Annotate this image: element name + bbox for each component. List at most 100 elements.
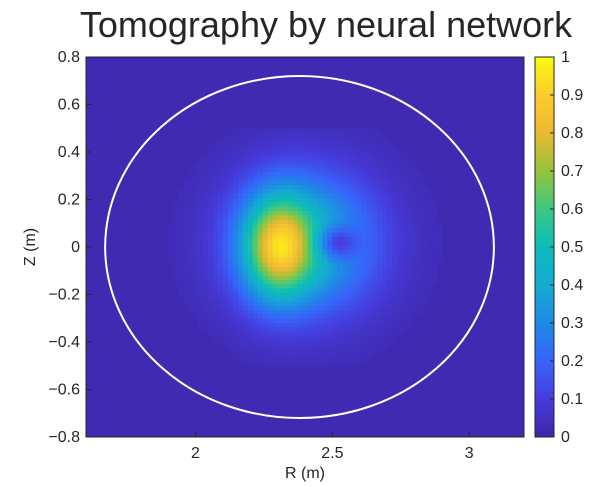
heatmap-cell [197,262,204,268]
heatmap-cell [227,218,234,224]
heatmap-cell [212,227,219,233]
heatmap-cell [212,326,219,332]
heatmap-cell [342,145,348,151]
heatmap-cell [317,249,324,255]
heatmap-cell [252,352,259,358]
heatmap-cell [421,236,428,242]
heatmap-cell [292,193,299,198]
heatmap-cell [382,262,388,268]
heatmap-cell [193,223,199,229]
heatmap-cell [392,236,398,242]
heatmap-cell [307,288,314,293]
heatmap-cell [202,283,209,289]
heatmap-cell [222,292,229,298]
heatmap-cell [347,326,353,332]
heatmap-cell [247,283,254,289]
heatmap-cell [416,283,423,289]
heatmap-cell [227,158,234,164]
heatmap-cell [397,296,403,302]
heatmap-cell [297,205,304,211]
heatmap-cell [327,326,333,332]
heatmap-cell [337,149,343,155]
heatmap-cell [242,344,249,350]
heatmap-cell [362,300,368,306]
heatmap-cell [183,262,189,268]
heatmap-cell [282,145,289,151]
heatmap-cell [342,249,348,255]
heatmap-cell [302,167,309,173]
heatmap-cell [272,283,279,289]
heatmap-cell [312,344,319,350]
heatmap-cell [377,305,383,311]
heatmap-cell [317,132,324,138]
heatmap-cell [307,210,314,216]
heatmap-cell [327,184,333,190]
heatmap-cell [168,244,174,250]
heatmap-cell [287,145,294,151]
heatmap-cell [402,326,408,332]
heatmap-cell [262,175,269,181]
heatmap-cell [197,296,204,302]
heatmap-cell [217,288,224,293]
heatmap-cell [347,154,353,160]
heatmap-cell [197,167,204,173]
heatmap-cell [372,292,378,298]
heatmap-cell [352,193,358,198]
heatmap-cell [217,175,224,181]
heatmap-cell [267,292,274,298]
heatmap-cell [227,154,234,160]
heatmap-cell [382,240,388,246]
heatmap-cell [237,136,244,142]
heatmap-cell [257,197,264,203]
heatmap-cell [327,331,333,337]
heatmap-cell [342,335,348,341]
heatmap-cell [352,244,358,250]
heatmap-cell [282,266,289,272]
heatmap-cell [212,197,219,203]
heatmap-cell [312,162,319,168]
heatmap-cell [322,292,328,298]
heatmap-cell [262,214,269,220]
heatmap-cell [332,309,338,315]
heatmap-cell [342,214,348,220]
heatmap-cell [232,231,239,237]
heatmap-cell [302,279,309,285]
heatmap-cell [332,218,338,224]
heatmap-cell [237,171,244,177]
heatmap-cell [193,193,199,198]
heatmap-cell [197,227,204,233]
heatmap-cell [247,158,254,164]
heatmap-cell [367,339,373,345]
heatmap-cell [197,205,204,211]
heatmap-cell [297,201,304,207]
heatmap-cell [262,193,269,198]
heatmap-cell [347,145,353,151]
heatmap-cell [207,218,214,224]
heatmap-cell [257,300,264,306]
heatmap-cell [292,210,299,216]
heatmap-cell [173,275,179,280]
heatmap-cell [202,236,209,242]
heatmap-cell [357,300,363,306]
heatmap-cell [292,309,299,315]
heatmap-cell [342,318,348,324]
heatmap-cell [397,154,403,160]
heatmap-cell [431,210,438,216]
heatmap-cell [407,205,413,211]
heatmap-cell [277,149,284,155]
heatmap-cell [352,275,358,280]
heatmap-cell [327,335,333,341]
heatmap-cell [327,231,333,237]
heatmap-cell [392,193,398,198]
heatmap-cell [337,231,343,237]
heatmap-cell [317,171,324,177]
heatmap-cell [252,162,259,168]
heatmap-cell [252,288,259,293]
heatmap-cell [317,288,324,293]
heatmap-cell [292,313,299,319]
heatmap-cell [377,339,383,345]
heatmap-cell [337,240,343,246]
heatmap-cell [217,266,224,272]
heatmap-cell [357,227,363,233]
heatmap-cell [362,352,368,358]
